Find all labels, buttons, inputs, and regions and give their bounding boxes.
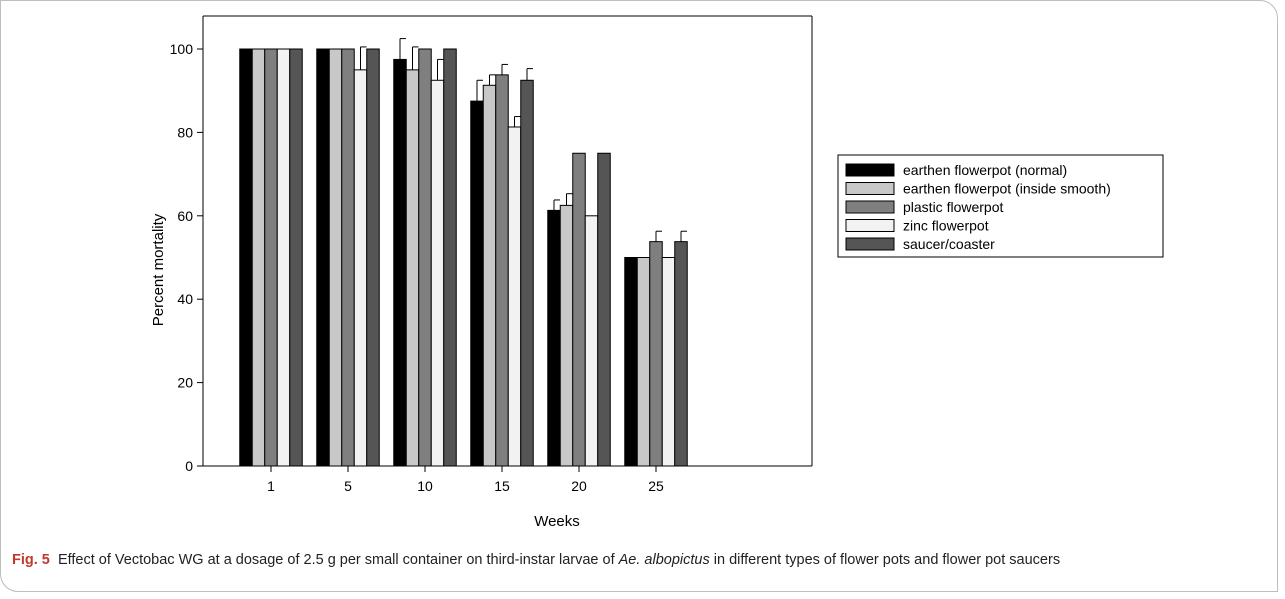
bar-1-week-15 [470, 100, 484, 467]
bar-3-week-15 [495, 74, 509, 467]
bar-5-week-1 [289, 48, 303, 467]
x-tick-label-20: 20 [571, 478, 587, 494]
bar-2-week-25 [636, 257, 651, 467]
x-tick-label-15: 15 [494, 478, 510, 494]
caption-text-1: Effect of Vectobac WG at a dosage of 2.5… [57, 552, 619, 568]
y-axis-label: Percent mortality [150, 213, 167, 326]
bar-4-week-25 [661, 257, 676, 467]
bar-3-week-5 [341, 48, 355, 467]
legend-swatch-3 [845, 200, 895, 214]
legend: earthen flowerpot (normal) earthen flower… [837, 154, 1164, 258]
y-tick-label-40: 40 [177, 291, 193, 307]
bar-5-week-25 [674, 241, 688, 467]
x-tick-label-5: 5 [344, 478, 352, 494]
bar-1-week-5 [316, 48, 330, 467]
bar-2-week-1 [251, 48, 266, 467]
legend-label-3: plastic flowerpot [903, 199, 1003, 215]
legend-label-2: earthen flowerpot (inside smooth) [903, 181, 1111, 197]
caption-species: Ae. albopictus [618, 552, 710, 568]
bar-4-week-5 [353, 69, 368, 467]
x-tick-label-25: 25 [648, 478, 664, 494]
bar-3-week-1 [264, 48, 278, 467]
bar-2-week-10 [405, 69, 420, 467]
bar-1-week-1 [239, 48, 253, 467]
bar-5-week-20 [597, 152, 611, 467]
legend-label-1: earthen flowerpot (normal) [903, 162, 1067, 178]
bars-layer [239, 38, 688, 467]
figure-label: Fig. 5 [12, 552, 50, 568]
bar-4-week-10 [430, 79, 445, 467]
legend-swatch-5 [845, 237, 895, 251]
bar-5-week-10 [443, 48, 457, 467]
bar-5-week-15 [520, 79, 534, 467]
bar-5-week-5 [366, 48, 380, 467]
bar-2-week-5 [328, 48, 343, 467]
bar-3-week-10 [418, 48, 432, 467]
bar-4-week-1 [276, 48, 291, 467]
y-tick-label-0: 0 [185, 458, 193, 474]
legend-swatch-2 [845, 182, 895, 195]
bar-2-week-20 [559, 204, 574, 467]
legend-swatch-1 [845, 163, 895, 177]
bar-2-week-15 [482, 84, 497, 467]
bar-4-week-20 [584, 215, 599, 467]
bar-1-week-20 [547, 209, 561, 467]
x-axis-label: Weeks [534, 513, 580, 530]
bar-1-week-10 [393, 58, 407, 467]
bar-3-week-20 [572, 152, 586, 467]
legend-label-4: zinc flowerpot [903, 218, 989, 234]
figure-caption: Fig. 5 Effect of Vectobac WG at a dosage… [12, 549, 1262, 571]
y-tick-label-60: 60 [177, 208, 193, 224]
legend-swatch-4 [845, 219, 895, 232]
legend-label-5: saucer/coaster [903, 236, 995, 252]
x-tick-label-10: 10 [417, 478, 433, 494]
y-tick-label-80: 80 [177, 124, 193, 140]
y-tick-label-100: 100 [170, 41, 194, 57]
caption-text-2: in different types of flower pots and fl… [709, 552, 1061, 568]
bar-1-week-25 [624, 257, 638, 467]
x-tick-label-1: 1 [267, 478, 275, 494]
bar-4-week-15 [507, 126, 522, 467]
bar-3-week-25 [649, 241, 663, 467]
y-tick-label-20: 20 [177, 375, 193, 391]
